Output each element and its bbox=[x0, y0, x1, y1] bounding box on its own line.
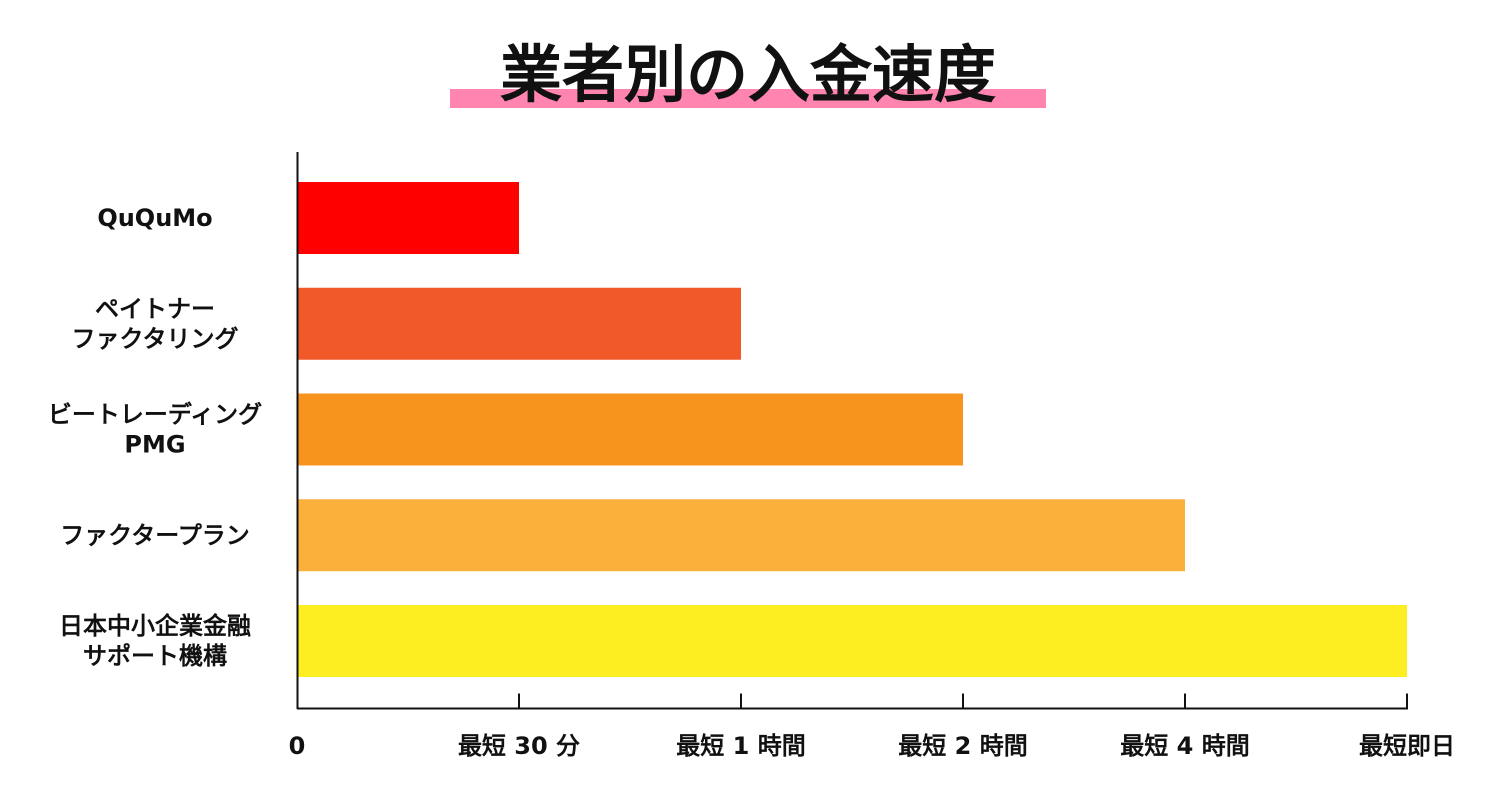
bar-1 bbox=[297, 182, 519, 254]
category-label-5: 日本中小企業金融サポート機構 bbox=[59, 612, 251, 670]
x-tick-label: 0 bbox=[289, 732, 306, 760]
category-label-1: QuQuMo bbox=[97, 204, 212, 232]
category-label-line: ビートレーディング bbox=[48, 401, 262, 429]
category-label-3: ビートレーディング PMG bbox=[48, 401, 262, 459]
category-label-line: 日本中小企業金融 bbox=[59, 612, 251, 640]
bar-5 bbox=[297, 605, 1407, 677]
chart-title: 業者別の入金速度 bbox=[500, 38, 996, 111]
x-tick-label: 最短 1 時間 bbox=[676, 732, 805, 760]
bars-layer bbox=[297, 182, 1407, 677]
bar-2 bbox=[297, 287, 741, 360]
category-label-line: PMG bbox=[124, 431, 185, 459]
x-tick-label: 最短 30 分 bbox=[458, 732, 580, 760]
bar-3 bbox=[297, 393, 963, 466]
category-label-line: QuQuMo bbox=[97, 204, 212, 232]
category-label-line: サポート機構 bbox=[83, 642, 227, 670]
category-label-2: ペイトナーファクタリング bbox=[71, 295, 238, 353]
ticks-layer: 0 最短 30 分 最短 1 時間 最短 2 時間 最短 4 時間 最短即日 bbox=[289, 693, 1455, 760]
category-label-line: ファクタリング bbox=[71, 325, 238, 353]
x-tick-label: 最短 2 時間 bbox=[898, 732, 1027, 760]
title-highlight bbox=[450, 89, 1046, 108]
category-label-line: ファクタープラン bbox=[60, 521, 250, 549]
bar-4 bbox=[297, 499, 1185, 572]
x-tick-label: 最短即日 bbox=[1359, 732, 1455, 760]
category-label-line: ペイトナー bbox=[95, 295, 215, 323]
x-tick-label: 最短 4 時間 bbox=[1120, 732, 1249, 760]
category-label-4: ファクタープラン bbox=[60, 521, 250, 549]
